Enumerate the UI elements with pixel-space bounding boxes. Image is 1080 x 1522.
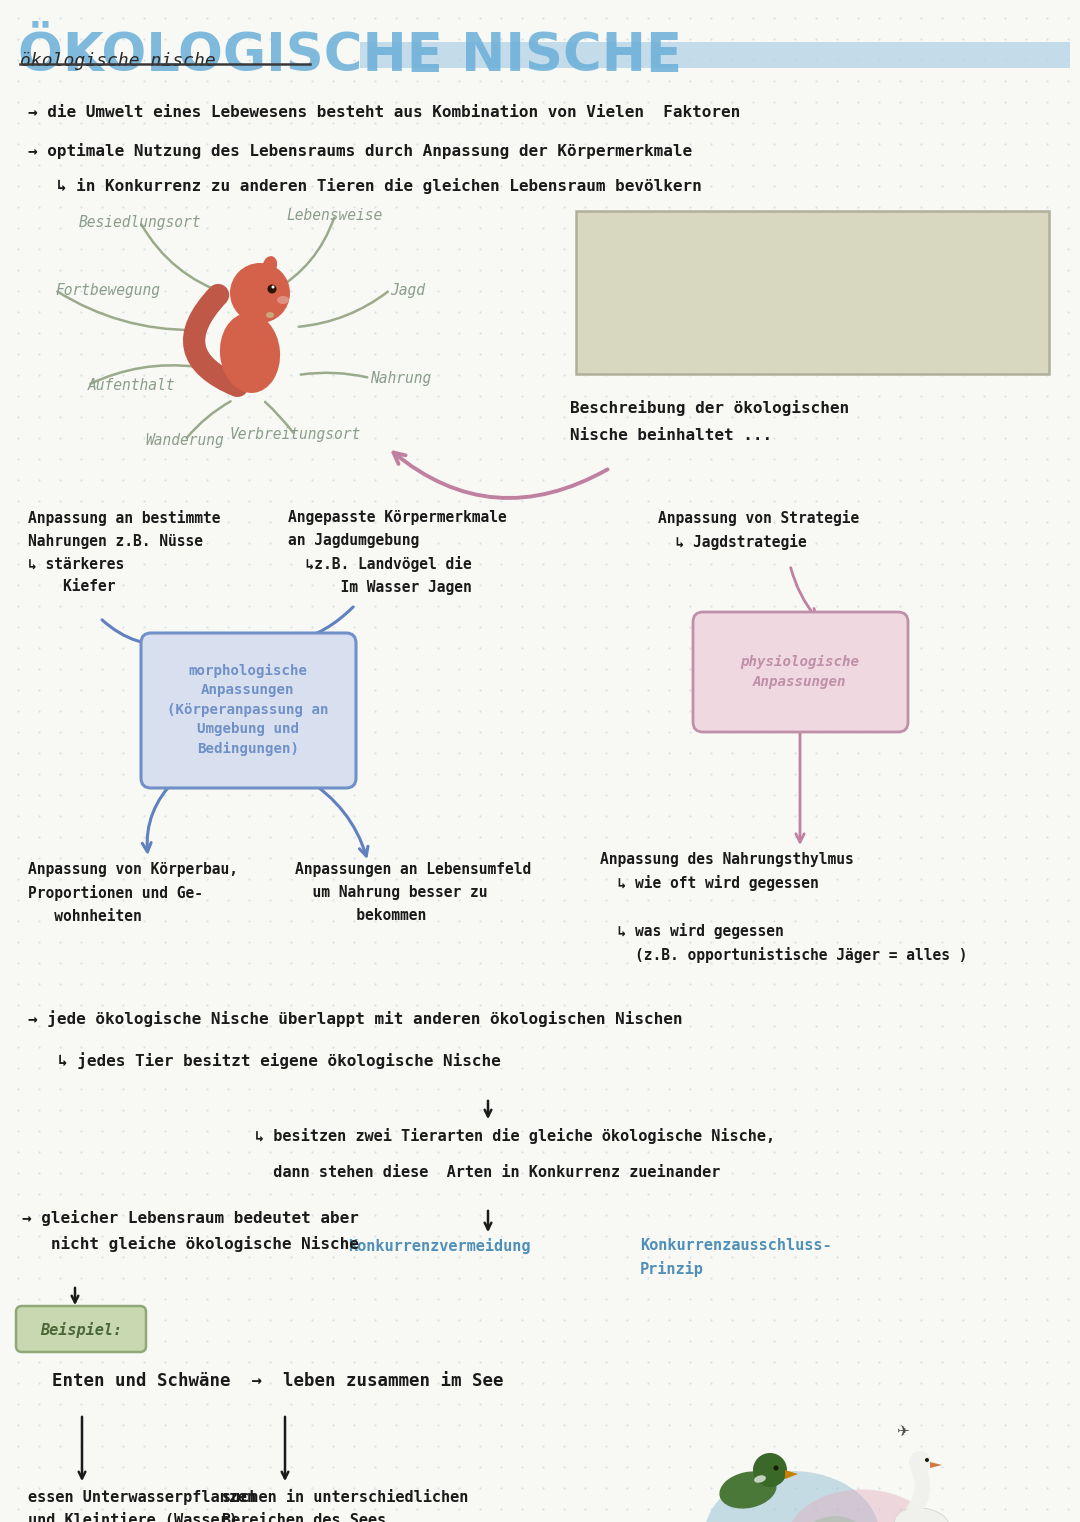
Text: Fortbewegung: Fortbewegung — [55, 283, 160, 297]
Ellipse shape — [800, 1516, 870, 1522]
Text: Verbreitungsort: Verbreitungsort — [229, 428, 361, 443]
Text: suchen in unterschiedlichen
Bereichen des Sees: suchen in unterschiedlichen Bereichen de… — [222, 1490, 469, 1522]
Text: Beschreibung der ökologischen
Nische beinhaltet ...: Beschreibung der ökologischen Nische bei… — [570, 400, 849, 443]
Ellipse shape — [894, 1508, 949, 1522]
FancyBboxPatch shape — [576, 212, 1049, 374]
Text: ↳ in Konkurrenz zu anderen Tieren die gleichen Lebensraum bevölkern: ↳ in Konkurrenz zu anderen Tieren die gl… — [28, 178, 702, 193]
Text: Die ökologische Nische definiert: Die ökologische Nische definiert — [594, 233, 882, 250]
Text: → optimale Nutzung des Lebensraums durch Anpassung der Körpermerkmale: → optimale Nutzung des Lebensraums durch… — [28, 143, 692, 158]
Polygon shape — [930, 1463, 942, 1469]
Ellipse shape — [262, 256, 278, 274]
Text: ökologische nische: ökologische nische — [21, 52, 216, 70]
Text: Enten und Schwäne  →  leben zusammen im See: Enten und Schwäne → leben zusammen im Se… — [52, 1371, 503, 1390]
Text: → gleicher Lebensraum bedeutet aber
   nicht gleiche ökologische Nische: → gleicher Lebensraum bedeutet aber nich… — [22, 1210, 359, 1251]
Text: ✈: ✈ — [895, 1425, 908, 1440]
Text: Anpassungen an Lebensumfeld
  um Nahrung besser zu
       bekommen: Anpassungen an Lebensumfeld um Nahrung b… — [295, 861, 531, 922]
Text: Besiedlungsort: Besiedlungsort — [79, 215, 201, 230]
FancyBboxPatch shape — [16, 1306, 146, 1352]
Ellipse shape — [754, 1475, 766, 1482]
Text: Aufenthalt: Aufenthalt — [87, 377, 175, 393]
Ellipse shape — [719, 1472, 777, 1508]
Text: → die Umwelt eines Lebewesens besteht aus Kombination von Vielen  Faktoren: → die Umwelt eines Lebewesens besteht au… — [28, 105, 740, 120]
Circle shape — [909, 1450, 931, 1473]
Text: physiologische
Anpassungen: physiologische Anpassungen — [741, 654, 860, 689]
Text: → jede ökologische Nische überlappt mit anderen ökologischen Nischen: → jede ökologische Nische überlappt mit … — [28, 1011, 683, 1027]
Ellipse shape — [220, 314, 280, 393]
Text: Anpassung von Körperbau,
Proportionen und Ge-
   wohnheiten: Anpassung von Körperbau, Proportionen un… — [28, 861, 238, 924]
FancyArrowPatch shape — [914, 1469, 922, 1510]
FancyBboxPatch shape — [360, 43, 1070, 68]
Ellipse shape — [266, 312, 274, 318]
Circle shape — [773, 1466, 779, 1470]
FancyBboxPatch shape — [141, 633, 356, 788]
Text: Beispiel:: Beispiel: — [40, 1323, 122, 1338]
Text: ÖKOLOGISCHE NISCHE: ÖKOLOGISCHE NISCHE — [18, 30, 681, 82]
Circle shape — [924, 1458, 929, 1463]
Text: Konkurrenzausschluss-
Prinzip: Konkurrenzausschluss- Prinzip — [640, 1237, 832, 1277]
Text: dann stehen diese  Arten in Konkurrenz zueinander: dann stehen diese Arten in Konkurrenz zu… — [255, 1164, 720, 1180]
Text: Lebensweise: Lebensweise — [287, 207, 383, 222]
Text: Anpassung an bestimmte
Nahrungen z.B. Nüsse
↳ stärkeres
    Kiefer: Anpassung an bestimmte Nahrungen z.B. Nü… — [28, 510, 220, 595]
Text: Wanderung: Wanderung — [146, 432, 225, 447]
Text: die Gesamtheit der biotischen und: die Gesamtheit der biotischen und — [594, 266, 891, 282]
Text: morphologische
Anpassungen
(Körperanpassung an
Umgebung und
Bedingungen): morphologische Anpassungen (Körperanpass… — [167, 664, 328, 756]
FancyBboxPatch shape — [693, 612, 908, 732]
Text: wesen beeinflussen.: wesen beeinflussen. — [594, 335, 765, 350]
Text: Jagd: Jagd — [390, 283, 426, 297]
Text: Konkurrenzvermeidung: Konkurrenzvermeidung — [348, 1237, 530, 1254]
Text: ↳ besitzen zwei Tierarten die gleiche ökologische Nische,: ↳ besitzen zwei Tierarten die gleiche ök… — [255, 1128, 775, 1145]
Ellipse shape — [704, 1470, 879, 1522]
Text: abiotischen Faktoren die ein Lebe-: abiotischen Faktoren die ein Lebe- — [594, 301, 900, 317]
Ellipse shape — [276, 295, 289, 304]
Circle shape — [271, 286, 274, 289]
Circle shape — [268, 285, 276, 294]
Polygon shape — [785, 1470, 798, 1479]
Text: Angepasste Körpermerkmale
an Jagdumgebung
  ↳z.B. Landvögel die
      Im Wasser : Angepasste Körpermerkmale an Jagdumgebun… — [288, 510, 507, 595]
Text: essen Unterwasserpflanzen
und Kleintiere (Wasser): essen Unterwasserpflanzen und Kleintiere… — [28, 1490, 256, 1522]
Text: Anpassung von Strategie
  ↳ Jagdstrategie: Anpassung von Strategie ↳ Jagdstrategie — [658, 510, 860, 551]
Ellipse shape — [786, 1490, 939, 1522]
Text: Nahrung: Nahrung — [370, 370, 431, 385]
Circle shape — [230, 263, 291, 323]
Circle shape — [753, 1454, 787, 1487]
Text: ↳ jedes Tier besitzt eigene ökologische Nische: ↳ jedes Tier besitzt eigene ökologische … — [58, 1052, 501, 1068]
Text: Anpassung des Nahrungsthylmus
  ↳ wie oft wird gegessen

  ↳ was wird gegessen
 : Anpassung des Nahrungsthylmus ↳ wie oft … — [600, 852, 968, 963]
FancyArrowPatch shape — [194, 295, 238, 387]
